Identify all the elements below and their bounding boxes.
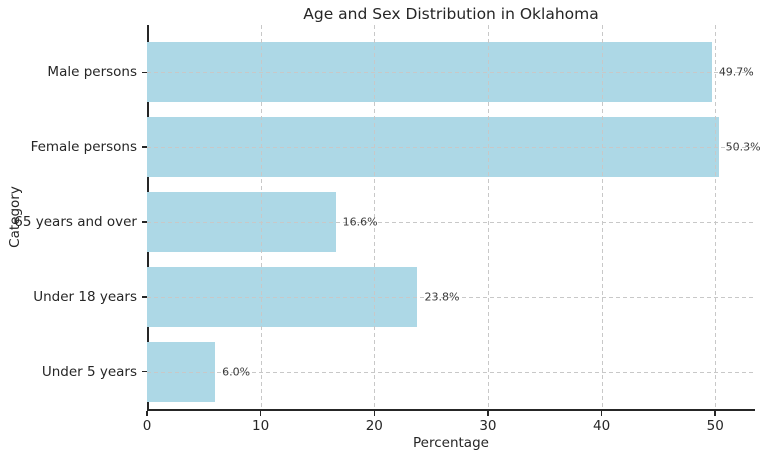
bar-1 [147,117,719,178]
category-tick-label: Female persons [30,139,137,156]
gridline-horizontal [147,222,755,223]
bar-0 [147,42,712,103]
y-tick-mark [142,221,147,223]
y-tick-mark [142,146,147,148]
x-tick-label: 20 [365,418,383,434]
x-tick-mark [714,410,716,416]
y-tick-mark [142,370,147,373]
x-tick-mark [259,410,262,416]
bar-2 [147,192,336,252]
category-tick-label: Male persons [47,64,137,81]
category-tick-label: Under 5 years [41,363,137,380]
gridline-vertical [374,25,376,409]
gridline-vertical [260,25,262,409]
plot-area: 49.7% 50.3% 16.6% 23.8% 6.0% [147,25,761,411]
bar-value-label: 50.3% [725,140,761,154]
bar-value-label: 49.7% [718,65,754,79]
x-tick-label: 10 [252,418,270,434]
category-tick-label: 65 years and over [14,214,137,230]
x-tick-mark [373,410,376,416]
x-tick-label: 50 [706,418,724,434]
gridline-horizontal [147,296,755,298]
x-tick-mark [600,410,603,416]
bar-value-label: 16.6% [342,215,378,229]
gridline-horizontal [147,147,755,149]
bar-value-label: 6.0% [222,365,251,379]
x-axis-spine [147,409,755,411]
x-tick-label: 30 [479,418,497,434]
bar-value-label: 23.8% [424,290,460,304]
gridline-horizontal [147,72,755,74]
gridline-vertical [487,25,489,409]
x-tick-label: 40 [592,418,611,434]
y-tick-mark [142,71,147,74]
gridline-vertical [601,25,603,409]
y-tick-mark [142,296,147,298]
bar-4 [147,341,216,402]
gridline-horizontal [147,371,755,373]
x-tick-label: 0 [142,418,152,434]
bar-3 [147,266,418,327]
category-tick-label: Under 18 years [33,288,137,305]
x-tick-mark [487,410,489,416]
gridline-vertical [715,25,717,409]
x-axis-label: Percentage [413,435,489,451]
x-tick-mark [146,410,148,416]
chart-title: Age and Sex Distribution in Oklahoma [303,5,599,23]
